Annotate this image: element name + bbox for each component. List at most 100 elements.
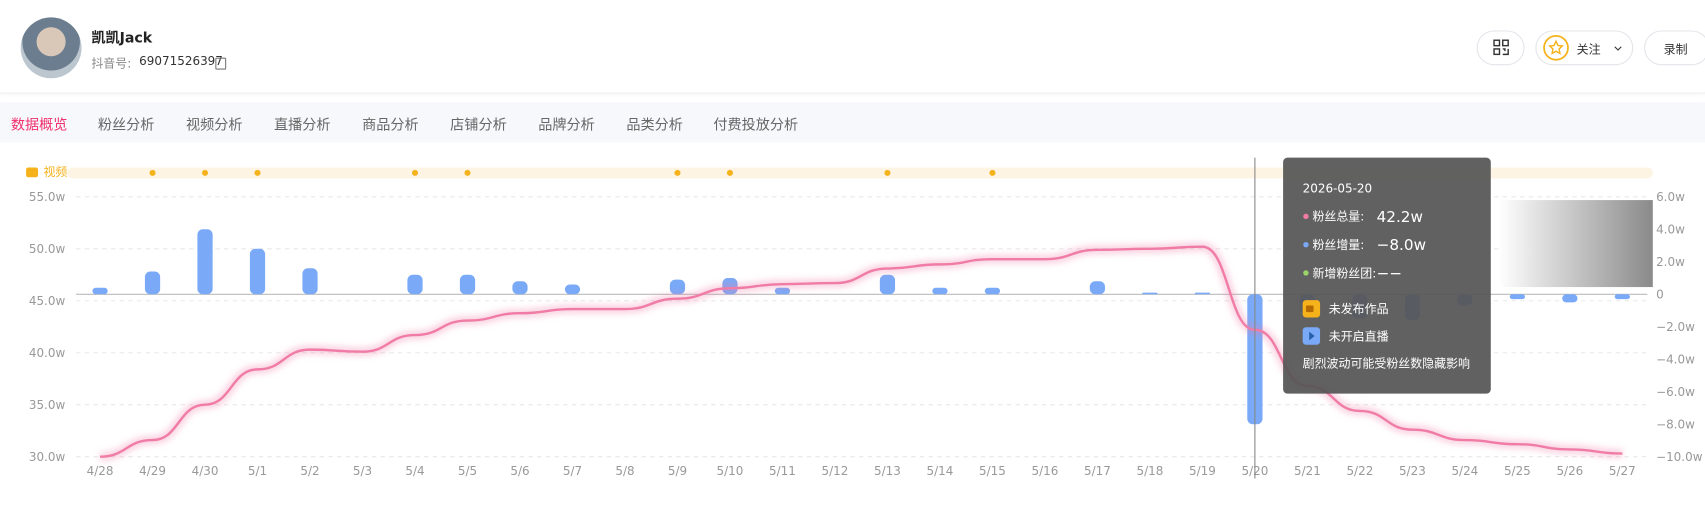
bar (302, 268, 318, 295)
x-tick-label: 5/5 (458, 464, 477, 478)
y-tick-label: 30.0w (29, 450, 66, 464)
video-marker (674, 169, 681, 176)
qr-icon (1493, 39, 1509, 56)
bar (669, 279, 686, 295)
tooltip-dot (1303, 241, 1309, 248)
tab-bar: 数据概览 粉丝分析 视频分析 直播分析 商品分析 店铺分析 品牌分析 品类分析 付费投放分析 (0, 102, 1705, 143)
tooltip-label: 粉丝总量: (1312, 209, 1364, 224)
tab[interactable]: 数据概览 (10, 117, 68, 134)
tab[interactable]: 直播分析 (274, 117, 331, 134)
x-tick-label: 5/19 (1189, 464, 1216, 478)
x-tick-label: 5/22 (1346, 464, 1373, 478)
x-tick-label: 5/11 (769, 464, 796, 478)
x-tick-label: 5/2 (300, 464, 319, 478)
tooltip-bg (1283, 157, 1491, 394)
bar (407, 274, 423, 295)
record-button[interactable]: 录制 (1644, 30, 1705, 66)
bar (512, 281, 528, 295)
copy-icon[interactable] (215, 57, 227, 70)
tab[interactable]: 品牌分析 (538, 117, 595, 134)
x-tick-label: 5/23 (1399, 464, 1426, 478)
tooltip-value: −− (1377, 264, 1403, 282)
x-tick-label: 5/26 (1556, 464, 1583, 478)
bar (144, 271, 161, 295)
bar (1562, 294, 1578, 303)
qr-button[interactable] (1476, 30, 1525, 66)
tab[interactable]: 店铺分析 (450, 117, 507, 134)
tab[interactable]: 粉丝分析 (97, 117, 155, 134)
bar (932, 287, 948, 295)
video-marker (254, 169, 261, 176)
y2-tick-label: 6.0w (1656, 190, 1685, 204)
tab[interactable]: 商品分析 (362, 117, 419, 134)
y2-tick-label: 2.0w (1656, 255, 1685, 269)
tab[interactable]: 付费投放分析 (713, 117, 799, 134)
x-tick-label: 5/14 (927, 464, 954, 478)
x-tick-label: 5/4 (405, 464, 424, 478)
bar (92, 287, 108, 295)
live-icon-glyph (1309, 331, 1315, 341)
tab[interactable]: 视频分析 (185, 117, 243, 134)
chevron (1614, 46, 1622, 51)
id-label: 抖音号: (91, 56, 132, 71)
x-tick-label: 5/27 (1609, 464, 1636, 478)
bar (774, 287, 791, 295)
line (100, 245, 1623, 458)
video-marker (149, 169, 156, 176)
video-icon-glyph (1305, 305, 1314, 313)
x-tick-label: 5/8 (615, 464, 634, 478)
bar (1142, 292, 1158, 295)
video-marker (464, 169, 471, 176)
bar (1194, 292, 1211, 295)
star-icon (1543, 35, 1569, 61)
y2-tick-label: 4.0w (1656, 223, 1685, 237)
y-tick-label: 35.0w (29, 398, 66, 412)
video-marker (201, 169, 209, 176)
x-tick-label: 5/10 (717, 464, 744, 478)
y2-tick-label: −6.0w (1656, 385, 1695, 399)
x-tick-label: 5/13 (874, 464, 901, 478)
chart: 视频 55.0w 50.0w 45.0w 40.0w 35.0w 30.0w 6.0w 4.0w… (26, 157, 1703, 479)
x-tick-label: 5/25 (1504, 464, 1531, 478)
bar (984, 287, 1001, 295)
video-legend-label: 视频 (43, 164, 67, 179)
x-tick-label: 5/15 (979, 464, 1006, 478)
y2-tick-label: 0 (1656, 288, 1664, 302)
y2-tick-label: −2.0w (1656, 320, 1695, 334)
video-legend-icon (26, 167, 39, 178)
tooltip-value: 42.2w (1377, 208, 1423, 226)
follow-button[interactable]: 关注 (1535, 30, 1634, 66)
y2-tick-label: −10.0w (1656, 450, 1703, 464)
y-tick-label: 40.0w (29, 346, 66, 360)
x-tick-label: 5/21 (1294, 464, 1321, 478)
tab[interactable]: 品类分析 (626, 117, 683, 134)
bar (197, 229, 213, 295)
account-id: 69071526397 (139, 54, 223, 69)
tooltip-date: 2026-05-20 (1303, 181, 1372, 195)
y-tick-label: 55.0w (29, 190, 66, 204)
video-marker (884, 169, 891, 176)
x-tick-label: 4/30 (192, 464, 219, 478)
tooltip-label: 新增粉丝团: (1312, 265, 1376, 280)
tooltip-label: 粉丝增量: (1312, 237, 1364, 252)
bar (1614, 294, 1630, 300)
profile-header: 凯凯Jack 抖音号: 69071526397 关注 录制 (0, 3, 1705, 94)
video-marker (726, 169, 734, 176)
video-marker (989, 169, 996, 176)
y2-tick-label: −4.0w (1656, 353, 1695, 367)
bar (564, 284, 581, 295)
account-name: 凯凯Jack (91, 30, 153, 47)
follow-label: 关注 (1576, 42, 1601, 57)
x-tick-label: 4/28 (87, 464, 114, 478)
bar (1089, 281, 1106, 295)
x-tick-label: 5/3 (353, 464, 372, 478)
record-label: 录制 (1663, 42, 1688, 57)
x-tick-label: 5/17 (1084, 464, 1111, 478)
x-tick-label: 5/24 (1451, 464, 1478, 478)
tooltip-live: 未开启直播 (1329, 329, 1389, 343)
x-tick-label: 5/1 (248, 464, 267, 478)
tooltip-note: 剧烈波动可能受粉丝数隐藏影响 (1303, 356, 1470, 371)
y-tick-label: 45.0w (29, 294, 66, 308)
